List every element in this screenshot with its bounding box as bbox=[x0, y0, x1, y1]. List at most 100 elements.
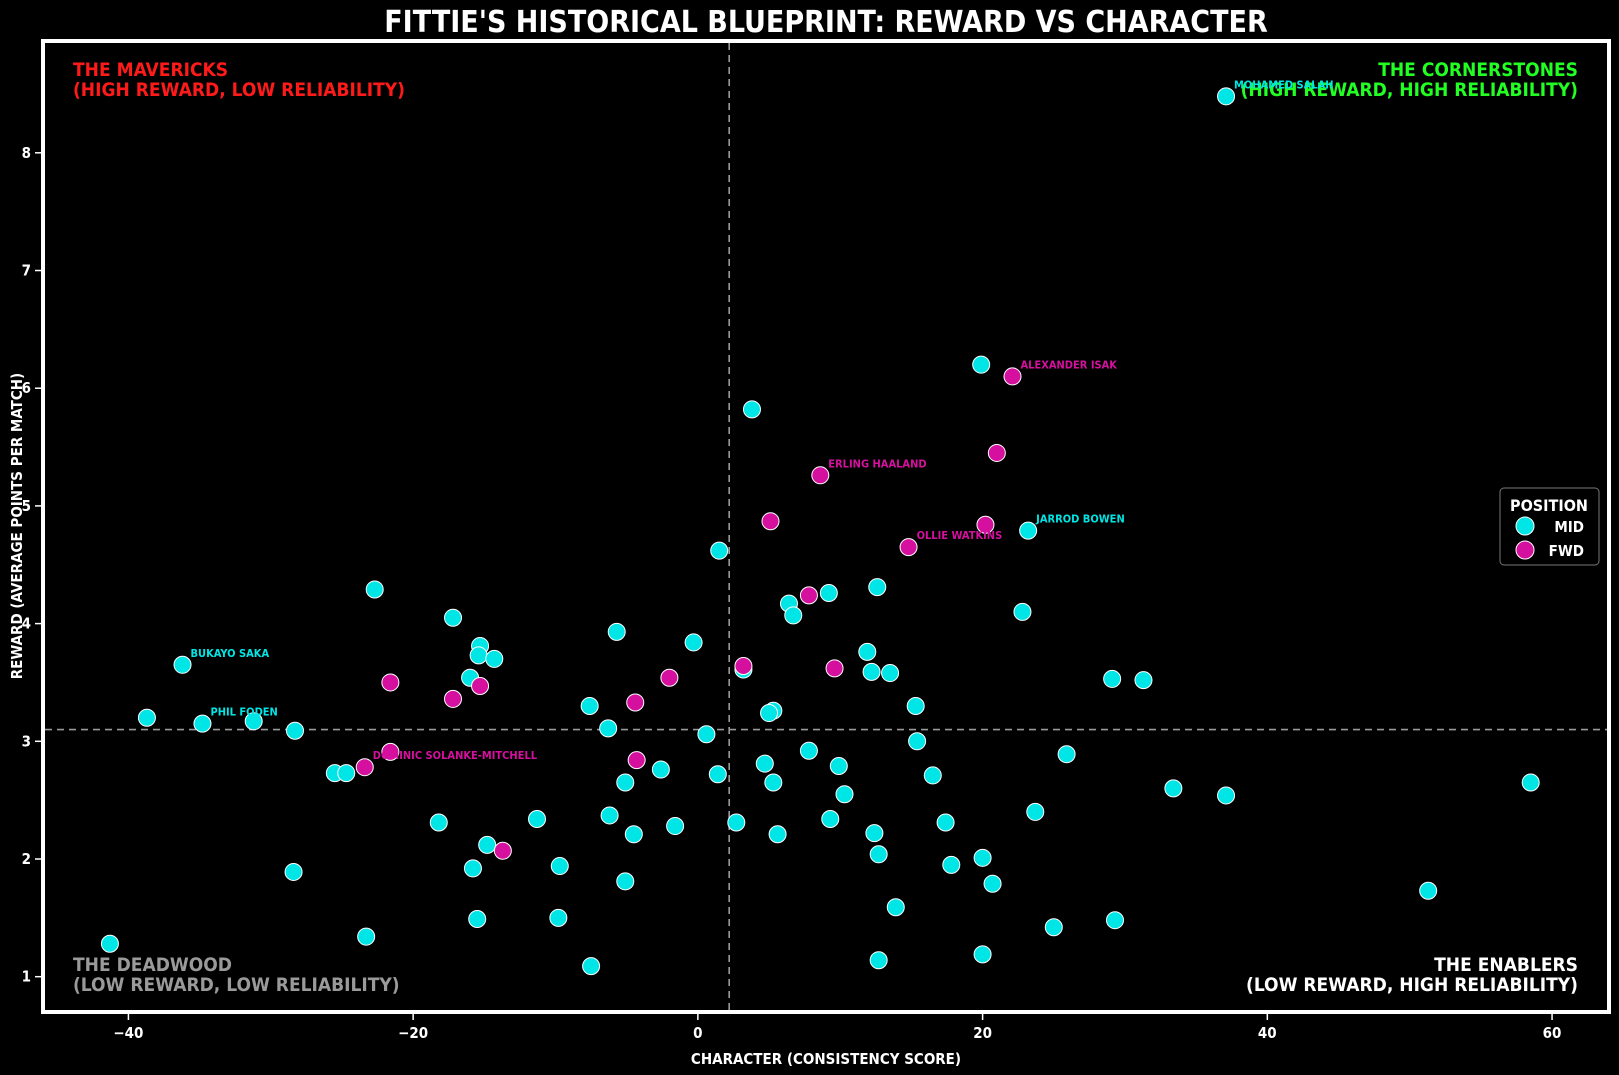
data-point-mid bbox=[616, 773, 635, 792]
data-point-mid bbox=[1217, 786, 1236, 805]
y-axis-ticks: 1 2 3 4 5 6 7 8 bbox=[22, 144, 41, 986]
data-point-mid bbox=[923, 766, 942, 785]
data-point-fwd bbox=[976, 515, 995, 534]
data-point-mid bbox=[599, 719, 618, 738]
data-point-mid bbox=[799, 741, 818, 760]
data-point-mid bbox=[1044, 918, 1063, 937]
data-point-mid bbox=[942, 855, 961, 874]
legend-marker-mid bbox=[1515, 516, 1535, 536]
data-point-mid bbox=[819, 583, 838, 602]
x-axis-ticks: −40 −20 0 20 40 60 bbox=[113, 1014, 1561, 1042]
data-point-mid bbox=[624, 825, 643, 844]
data-point-mid bbox=[868, 578, 887, 597]
quadrant-cornerstones-title: THE CORNERSTONES bbox=[1378, 59, 1578, 81]
point-annotation: DOMINIC SOLANKE-MITCHELL bbox=[373, 749, 538, 762]
data-point-mid bbox=[616, 872, 635, 891]
data-point-mid bbox=[337, 764, 356, 783]
legend-title: POSITION bbox=[1510, 496, 1588, 515]
data-point-mid bbox=[869, 845, 888, 864]
data-point-mid bbox=[1134, 671, 1153, 690]
data-point-mid bbox=[666, 817, 685, 836]
data-point-fwd bbox=[626, 693, 645, 712]
data-point-mid bbox=[708, 765, 727, 784]
data-point-mid bbox=[755, 754, 774, 773]
data-point-mid bbox=[365, 580, 384, 599]
data-point-mid bbox=[821, 809, 840, 828]
data-point-mid bbox=[463, 859, 482, 878]
x-tick-label: −40 bbox=[113, 1024, 143, 1042]
data-point-mid bbox=[768, 825, 787, 844]
data-point-mid bbox=[983, 874, 1002, 893]
point-annotation: MOHAMED SALAH bbox=[1234, 78, 1334, 91]
point-annotation: ALEXANDER ISAK bbox=[1020, 358, 1117, 371]
data-point-mid bbox=[444, 608, 463, 627]
y-tick-label: 4 bbox=[22, 615, 31, 633]
x-tick-label: 60 bbox=[1543, 1024, 1562, 1042]
legend-label-mid: MID bbox=[1554, 518, 1584, 536]
data-point-mid bbox=[936, 813, 955, 832]
data-point-fwd bbox=[381, 673, 400, 692]
data-point-mid bbox=[1419, 881, 1438, 900]
data-point-mid bbox=[1521, 773, 1540, 792]
data-point-mid bbox=[1026, 802, 1045, 821]
data-point-mid bbox=[835, 785, 854, 804]
data-point-mid bbox=[582, 957, 601, 976]
data-point-mid bbox=[727, 813, 746, 832]
legend-marker-fwd bbox=[1515, 540, 1535, 560]
data-point-mid bbox=[829, 757, 848, 776]
data-point-fwd bbox=[899, 538, 918, 557]
chart-title: FITTIE'S HISTORICAL BLUEPRINT: REWARD VS… bbox=[384, 5, 1268, 40]
data-point-mid bbox=[881, 664, 900, 683]
data-point-fwd bbox=[811, 466, 830, 485]
y-tick-label: 5 bbox=[22, 497, 31, 515]
data-point-fwd bbox=[444, 689, 463, 708]
data-point-mid bbox=[550, 857, 569, 876]
data-point-mid bbox=[973, 848, 992, 867]
quadrant-deadwood-subtitle: (LOW REWARD, LOW RELIABILITY) bbox=[73, 974, 400, 996]
quadrant-cornerstones-subtitle: (HIGH REWARD, HIGH RELIABILITY) bbox=[1241, 79, 1578, 101]
data-point-mid bbox=[429, 813, 448, 832]
point-annotation: ERLING HAALAND bbox=[828, 457, 926, 470]
data-point-mid bbox=[580, 696, 599, 715]
data-point-mid bbox=[285, 721, 304, 740]
legend: POSITION MID FWD bbox=[1499, 487, 1600, 566]
data-point-mid bbox=[1013, 602, 1032, 621]
x-axis-label: CHARACTER (CONSISTENCY SCORE) bbox=[691, 1050, 961, 1068]
plot-frame bbox=[41, 39, 1611, 1014]
point-annotation: OLLIE WATKINS bbox=[917, 529, 1003, 542]
quadrant-deadwood-title: THE DEADWOOD bbox=[73, 954, 232, 976]
data-point-mid bbox=[865, 824, 884, 843]
data-point-mid bbox=[357, 927, 376, 946]
data-points bbox=[100, 87, 1540, 976]
y-axis-label: REWARD (AVERAGE POINTS PER MATCH) bbox=[8, 373, 26, 679]
quadrant-mavericks-subtitle: (HIGH REWARD, LOW RELIABILITY) bbox=[73, 79, 405, 101]
data-point-mid bbox=[100, 934, 119, 953]
data-point-fwd bbox=[493, 841, 512, 860]
data-point-mid bbox=[742, 400, 761, 419]
y-tick-label: 1 bbox=[22, 968, 31, 986]
quadrant-enablers-subtitle: (LOW REWARD, HIGH RELIABILITY) bbox=[1246, 974, 1578, 996]
data-point-fwd bbox=[761, 512, 780, 531]
data-point-mid bbox=[1057, 745, 1076, 764]
data-point-mid bbox=[862, 662, 881, 681]
data-point-mid bbox=[468, 910, 487, 929]
data-point-fwd bbox=[1003, 367, 1022, 386]
data-point-fwd bbox=[471, 676, 490, 695]
y-tick-label: 2 bbox=[22, 850, 31, 868]
data-point-mid bbox=[869, 951, 888, 970]
data-point-mid bbox=[858, 642, 877, 661]
x-tick-label: 40 bbox=[1258, 1024, 1277, 1042]
data-point-mid bbox=[973, 945, 992, 964]
y-tick-label: 3 bbox=[22, 732, 31, 750]
data-point-mid bbox=[1105, 911, 1124, 930]
quadrant-enablers-title: THE ENABLERS bbox=[1434, 954, 1578, 976]
data-point-mid bbox=[1103, 669, 1122, 688]
data-point-mid bbox=[1164, 779, 1183, 798]
data-point-mid bbox=[284, 862, 303, 881]
data-point-mid bbox=[972, 355, 991, 374]
data-point-fwd bbox=[825, 659, 844, 678]
data-point-fwd bbox=[381, 742, 400, 761]
data-point-mid bbox=[193, 714, 212, 733]
quadrant-mavericks-title: THE MAVERICKS bbox=[73, 59, 228, 81]
data-point-mid bbox=[684, 633, 703, 652]
